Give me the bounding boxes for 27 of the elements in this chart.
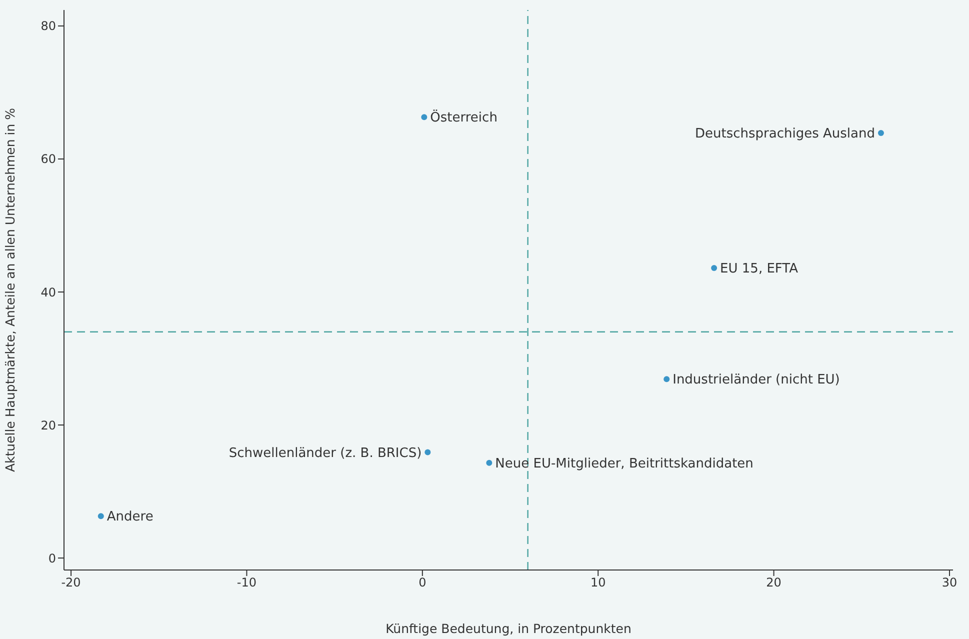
y-tick-label: 60 xyxy=(40,152,56,166)
point xyxy=(421,114,428,120)
x-tick-label: 30 xyxy=(942,576,958,590)
annotation: Schwellenländer (z. B. BRICS) xyxy=(228,446,422,461)
annotation: Industrieländer (nicht EU) xyxy=(672,372,840,388)
x-tick-label: -10 xyxy=(236,576,257,590)
annotation: Andere xyxy=(106,510,154,525)
x-tick-label: 20 xyxy=(766,576,782,590)
annotation: Österreich xyxy=(430,110,498,126)
y-tick-label: 0 xyxy=(48,551,56,566)
point xyxy=(878,130,884,136)
x-tick-label: -20 xyxy=(61,576,81,590)
x-axis-title: Künftige Bedeutung, in Prozentpunkten xyxy=(386,621,632,636)
y-axis-title: Aktuelle Hauptmärkte, Anteile an allen Unternehmen in % xyxy=(2,108,18,472)
annotation: Neue EU-Mitglieder, Beitrittskandidaten xyxy=(495,456,754,472)
y-tick-label: 20 xyxy=(40,418,56,432)
point xyxy=(711,265,718,272)
point xyxy=(98,513,104,520)
point xyxy=(486,460,492,466)
y-tick-label: 80 xyxy=(40,19,56,34)
annotation: Deutschsprachiges Ausland xyxy=(695,126,875,142)
annotation: EU 15, EFTA xyxy=(720,262,798,277)
x-tick-label: 0 xyxy=(418,576,426,590)
y-tick-label: 40 xyxy=(40,285,56,300)
point xyxy=(664,376,670,382)
point xyxy=(424,449,431,456)
x-tick-label: 10 xyxy=(590,576,606,590)
